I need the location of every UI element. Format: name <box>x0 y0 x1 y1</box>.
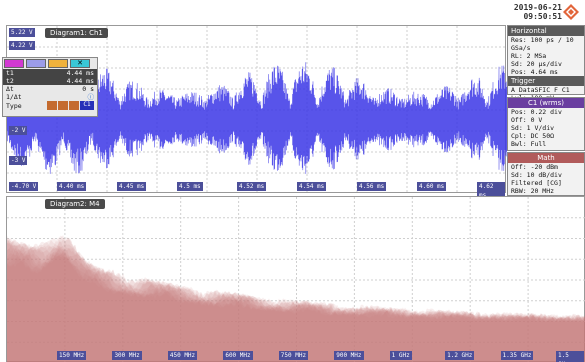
spectrum-trace <box>7 241 585 362</box>
dt-value: 0 s <box>82 85 94 93</box>
mrows-item: Off: -20 dBm <box>511 163 558 171</box>
mrows-item: Filtered [CG] <box>511 179 562 187</box>
horizontal-title: Horizontal <box>508 26 584 36</box>
horizontal-panel[interactable]: Horizontal Res: 100 ps / 10 GSa/s RL: 2 M… <box>507 25 585 102</box>
t2-label: t2 <box>6 77 14 85</box>
spectrum-plot[interactable] <box>7 197 585 362</box>
t2-value: 4.44 ms <box>66 77 94 85</box>
cursor-type-both-button[interactable] <box>58 101 68 110</box>
inv-dt-row: 1/Δt ⓘ <box>3 93 97 101</box>
trows-item: A DataSFIC F C1 <box>511 86 570 94</box>
x-tick-label: 150 MHz <box>57 351 87 360</box>
cursor-minimize-button[interactable] <box>48 59 68 68</box>
inv-dt-label: 1/Δt <box>6 93 22 101</box>
spectrum-trace <box>7 239 585 362</box>
x-tick-label: 1 GHz <box>389 351 412 360</box>
spectrum-trace <box>7 235 585 362</box>
x-tick-label: 4.40 ms <box>57 182 87 191</box>
t1-label: t1 <box>6 69 14 77</box>
diagram2-title[interactable]: Diagram2: M4 <box>45 199 105 209</box>
dt-row: Δt 0 s <box>3 85 97 93</box>
x-tick-label: 4.62 ms <box>477 182 505 200</box>
diagram1-title[interactable]: Diagram1: Ch1 <box>45 28 108 38</box>
crows-item: Sd: 1 V/div <box>511 124 555 132</box>
trigger-title: Trigger <box>508 76 584 86</box>
cursor-mode-button[interactable] <box>26 59 46 68</box>
mrows-item: RBW: 20 MHz <box>511 187 555 195</box>
cursor-source-button[interactable]: C1 <box>80 101 94 110</box>
t1-value: 4.44 ms <box>66 69 94 77</box>
x-tick-label: 4.54 ms <box>297 182 327 191</box>
y-top-label: 5.22 V <box>9 28 35 37</box>
spectrum-trace <box>7 234 585 362</box>
math-panel[interactable]: Math Off: -20 dBm Sd: 10 dB/div Filtered [… <box>507 152 585 196</box>
spectrum-trace <box>7 238 585 362</box>
mrows-item: Sd: 10 dB/div <box>511 171 562 179</box>
x-tick-label: 750 MHz <box>278 351 309 360</box>
channel-rows: Pos: 0.22 div Off: 0 V Sd: 1 V/div Cpl: DC … <box>508 108 584 148</box>
t2-row: t2 4.44 ms <box>3 77 97 85</box>
datetime: 2019-06-21 09:50:51 <box>512 3 562 21</box>
cursor-type-vertical-button[interactable] <box>47 101 57 110</box>
spectrum-trace <box>7 235 585 362</box>
hrows-item: RL: 2 MSa <box>511 52 547 60</box>
x-tick-label: 300 MHz <box>112 351 142 360</box>
date-text: 2019-06-21 <box>513 3 562 12</box>
hrows-item: Pos: 4.64 ms <box>511 68 558 76</box>
spectrum-trace <box>7 243 585 362</box>
cursor-type-horizontal-button[interactable] <box>69 101 79 110</box>
info-icon: ⓘ <box>87 93 95 101</box>
x-tick-label: 4.5 ms <box>177 182 203 191</box>
x-tick-label: 600 MHz <box>223 351 253 360</box>
hrows-item: Sd: 20 µs/div <box>511 60 562 68</box>
math-title: Math <box>508 153 584 163</box>
type-label: Type <box>6 101 22 110</box>
spectrum-trace <box>7 244 585 362</box>
hrows-item: Res: 100 ps / 10 GSa/s <box>511 36 574 52</box>
y-bottom-label: -4.70 V <box>9 182 39 191</box>
crows-item: Cpl: DC 50Ω <box>511 132 555 140</box>
type-row: Type C1 <box>3 101 97 110</box>
x-tick-label: 900 MHz <box>334 351 364 360</box>
waveform-plot[interactable] <box>7 26 507 194</box>
x-tick-label: 4.56 ms <box>357 182 387 191</box>
x-tick-label: 1.5 GHz <box>556 351 584 362</box>
spectrum-trace <box>7 243 585 362</box>
spectrum-trace <box>7 239 585 362</box>
x-tick-label: 450 MHz <box>167 351 198 360</box>
crows-item: Pos: 0.22 div <box>511 108 562 116</box>
brand-logo-icon[interactable] <box>563 4 579 20</box>
close-icon[interactable]: ✕ <box>70 59 90 68</box>
spectrum-trace <box>7 237 585 362</box>
diagram2[interactable]: Diagram2: M4 150 MHz 300 MHz 450 MHz 600 MH… <box>6 196 585 362</box>
horizontal-rows: Res: 100 ps / 10 GSa/s RL: 2 MSa Sd: 20 µs… <box>508 36 584 76</box>
crows-item: Bwl: Full <box>511 140 547 148</box>
y-low-label: -3 V <box>9 156 28 165</box>
y-second-label: 4.22 V <box>9 41 35 50</box>
y-mid-label: -2 V <box>9 126 28 135</box>
x-tick-label: 4.60 ms <box>417 182 447 191</box>
cursor-panel[interactable]: ✕ t1 4.44 ms t2 4.44 ms Δt 0 s 1/Δt ⓘ Type C… <box>2 57 98 117</box>
spectrum-trace <box>7 238 585 362</box>
spectrum-trace <box>7 239 585 362</box>
time-text: 09:50:51 <box>523 12 562 21</box>
cursor-settings-button[interactable] <box>4 59 24 68</box>
dt-label: Δt <box>6 85 14 93</box>
channel-panel[interactable]: C1 (wrms) Pos: 0.22 div Off: 0 V Sd: 1 V/d… <box>507 97 585 151</box>
math-rows: Off: -20 dBm Sd: 10 dB/div Filtered [CG] RB… <box>508 163 584 195</box>
x-tick-label: 4.52 ms <box>237 182 267 191</box>
x-tick-label: 4.45 ms <box>117 182 147 191</box>
channel-title: C1 (wrms) <box>508 98 584 108</box>
x-tick-label: 1.35 GHz <box>500 351 534 360</box>
spectrum-trace <box>7 243 585 362</box>
t1-row: t1 4.44 ms <box>3 69 97 77</box>
x-tick-label: 1.2 GHz <box>445 351 475 360</box>
crows-item: Off: 0 V <box>511 116 543 124</box>
